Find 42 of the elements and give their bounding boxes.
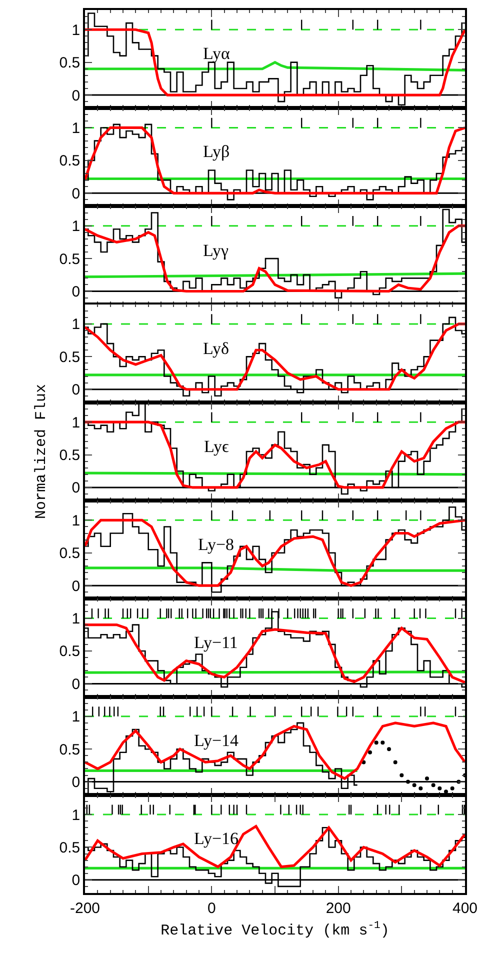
y-tick-label: 0.5 [59,545,80,562]
y-tick-label: 0.5 [59,839,80,856]
y-tick-label: 0.5 [59,741,80,758]
y-tick-label: 0.5 [59,54,80,72]
y-tick-label: 1 [72,218,80,236]
y-tick-label: 0.5 [59,348,80,366]
y-tick-label: 0.5 [59,643,80,660]
y-tick-label: 1 [72,316,80,334]
annotation: Ly−8 [198,535,234,554]
x-tick-label: 200 [326,900,351,917]
annotation: Ly−14 [194,731,240,750]
y-axis-title: Normalized Flux [32,384,50,520]
annotation: Ly−16 [194,829,239,848]
y-tick-label: 0 [72,676,80,693]
x-tick-label: 400 [452,900,478,917]
y-tick-label: 0 [72,382,80,399]
y-tick-label: 0 [72,284,80,300]
y-tick-label: 0 [72,872,80,890]
x-axis-title: Relative Velocity (km s$^{-1}$) [160,920,390,940]
x-tick-label: -200 [70,900,100,917]
y-tick-label: 1 [72,610,80,628]
annotation: Ly−11 [194,633,238,652]
y-tick-label: 0 [72,774,80,792]
y-tick-label: 0 [72,578,80,595]
annotation: Lyα [203,44,230,63]
y-tick-label: 0 [72,185,80,202]
y-tick-label: 1 [72,120,80,137]
x-tick-label: 0 [208,900,216,917]
y-tick-label: 1 [72,806,80,824]
annotation: Lyβ [203,142,230,161]
annotation: Lyδ [203,339,229,358]
y-tick-label: 1 [72,414,80,432]
y-tick-label: 0 [72,87,80,104]
y-tick-label: 1 [72,22,80,39]
y-tick-label: 0.5 [59,447,80,464]
y-tick-label: 0.5 [59,250,80,268]
y-tick-label: 0 [72,480,80,497]
y-tick-label: 1 [72,708,80,726]
annotation: Lyγ [203,241,229,260]
annotation: Lyϵ [204,437,229,456]
y-tick-label: 0.5 [59,152,80,170]
y-tick-label: 1 [72,512,80,530]
